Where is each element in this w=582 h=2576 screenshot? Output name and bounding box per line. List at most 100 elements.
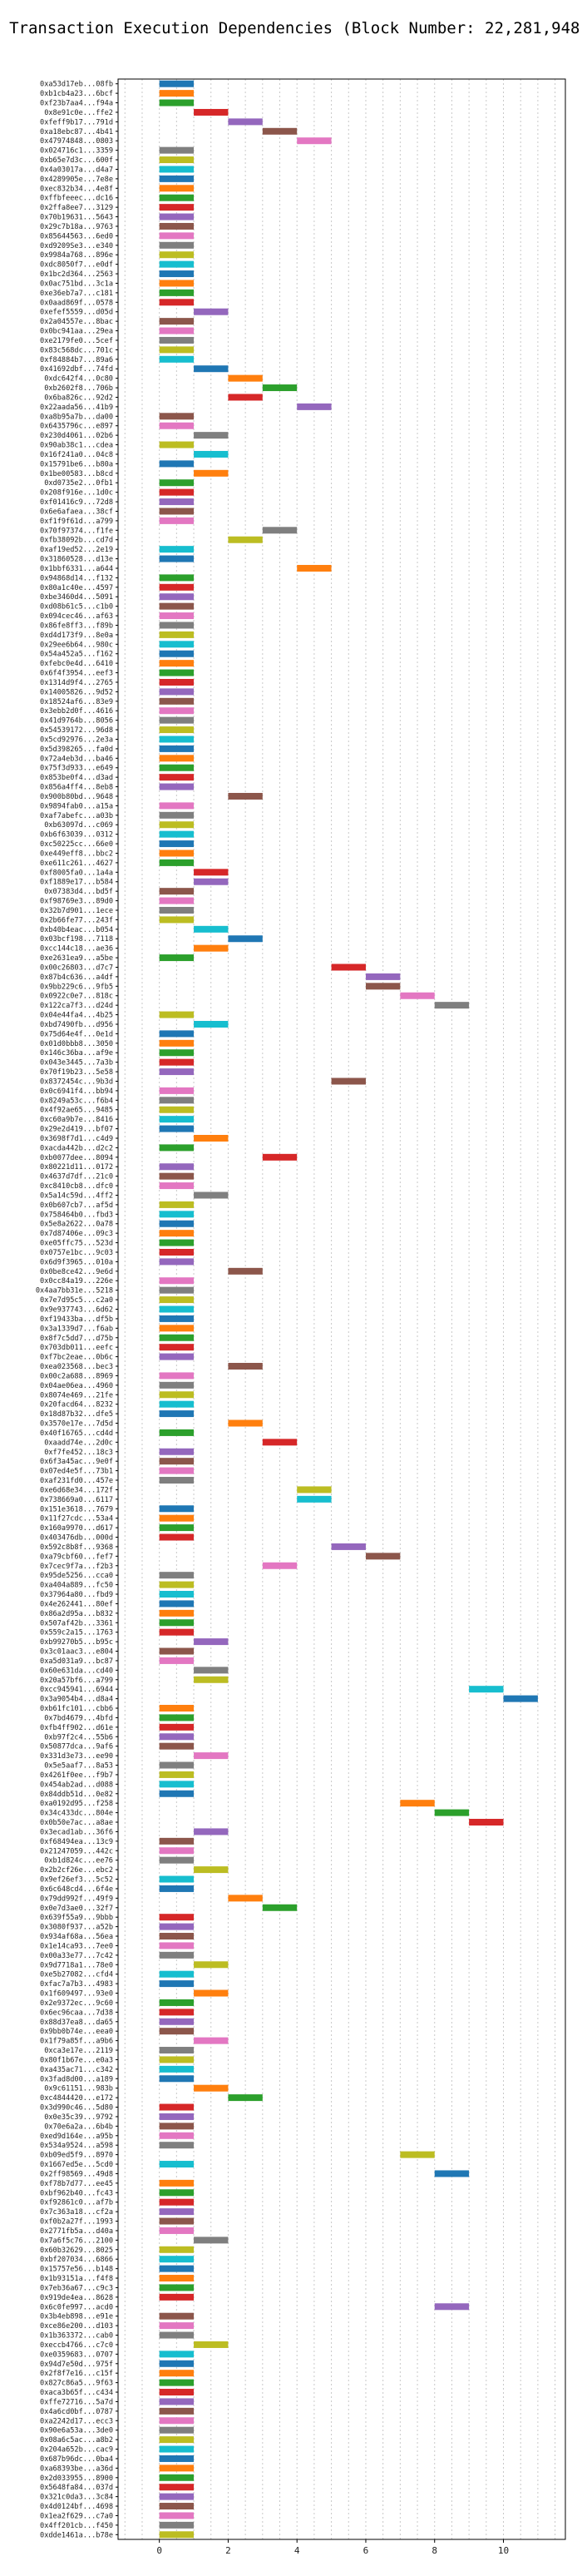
tx-label: 0x07383d4...bd5f (44, 888, 113, 896)
tx-bar (159, 260, 195, 268)
tx-label: 0x07ed4e5f...73b1 (40, 1468, 113, 1476)
tx-label: 0x5648fa84...037d (40, 2484, 113, 2492)
tx-bar (159, 1942, 195, 1949)
tx-label: 0xec832b34...4e8f (40, 185, 113, 193)
tx-bar (159, 1581, 195, 1588)
tx-bar (159, 2056, 195, 2063)
tx-bar (159, 1837, 195, 1845)
tx-bar (159, 1125, 195, 1132)
tx-label: 0x1bc2d364...2563 (40, 270, 113, 279)
tx-label: 0x5cd92976...2e3a (40, 736, 113, 744)
tx-bar (228, 374, 263, 382)
tx-bar (159, 1999, 195, 2006)
tx-bar (159, 555, 195, 562)
tx-bar (159, 859, 195, 866)
tx-bar (159, 289, 195, 296)
tx-label: 0x7bd4679...4bfd (44, 1714, 113, 1722)
tx-bar (159, 2436, 195, 2444)
tx-label: 0x687b96dc...0ba4 (40, 2455, 113, 2464)
tx-bar (194, 108, 229, 116)
tx-label: 0xaca3b65f...c434 (40, 2389, 113, 2397)
tx-label: 0x3c01aac3...e804 (40, 1648, 113, 1657)
tx-bar (159, 1856, 195, 1864)
tx-bar (159, 2009, 195, 2016)
tx-label: 0x8074e469...21fe (40, 1391, 113, 1399)
tx-bar (159, 2484, 195, 2491)
tx-label: 0x4261f0ee...f9b7 (40, 1771, 113, 1780)
tx-label: 0x856a4ff4...8eb8 (40, 784, 113, 792)
tx-label: 0x2f8f7e16...c15f (40, 2370, 113, 2378)
tx-label: 0x6ba826c...92d2 (44, 394, 113, 402)
tx-label: 0xaf7abefc...a03b (40, 812, 113, 820)
tx-label: 0x1b363372...cab0 (40, 2332, 113, 2341)
tx-label: 0xaf19ed52...2e19 (40, 546, 113, 554)
tx-label: 0xdde1461a...b78e (40, 2531, 113, 2539)
tx-bar (159, 175, 195, 182)
tx-bar (194, 469, 229, 477)
tx-label: 0x1314d9f4...2765 (40, 679, 113, 687)
tx-label: 0x024716c1...3359 (40, 147, 113, 156)
tx-bar (434, 2170, 470, 2177)
tx-label: 0xe05ffc75...523d (40, 1240, 113, 1248)
tx-bar (159, 2227, 195, 2234)
tx-label: 0x7d87406e...09c3 (40, 1230, 113, 1238)
tx-label: 0x507af42b...3361 (40, 1619, 113, 1627)
tx-bar (159, 441, 195, 448)
tx-bar (159, 1144, 195, 1152)
tx-label: 0xb99270b5...b95c (40, 1638, 113, 1647)
tx-bar (331, 964, 366, 971)
tx-bar (159, 213, 195, 220)
tx-label: 0x60e631da...cd40 (40, 1667, 113, 1675)
tx-bar (159, 1220, 195, 1227)
tx-label: 0xefef5559...d05d (40, 309, 113, 317)
tx-label: 0xbd7490fb...d956 (40, 1021, 113, 1029)
x-tick-label: 2 (225, 2545, 231, 2556)
tx-label: 0x9984a768...896e (40, 251, 113, 260)
tx-bar (159, 1647, 195, 1655)
tx-label: 0xe2179fe0...5cef (40, 337, 113, 345)
tx-bar (159, 241, 195, 249)
tx-label: 0x04ae06ea...4960 (40, 1382, 113, 1390)
tx-label: 0xa404a889...fc50 (40, 1582, 113, 1590)
tx-label: 0x5e5aaf7...8a53 (44, 1762, 113, 1771)
tx-bar (159, 251, 195, 259)
tx-label: 0xce86e200...d103 (40, 2322, 113, 2331)
tx-label: 0xb09ed5f9...8970 (40, 2152, 113, 2160)
tx-label: 0xf7bc2eae...0b6c (40, 1354, 113, 1362)
tx-label: 0x738669a0...6117 (40, 1496, 113, 1504)
tx-bar (159, 2312, 195, 2320)
tx-label: 0xffe72716...5a7d (40, 2398, 113, 2406)
tx-bar (262, 127, 298, 135)
tx-bar (159, 697, 195, 705)
tx-label: 0xa18ebc87...4b41 (40, 128, 113, 136)
tx-bar (159, 669, 195, 676)
tx-label: 0x122ca7f3...d24d (40, 1002, 113, 1010)
tx-bar (400, 2151, 435, 2158)
tx-bar (159, 1514, 195, 1522)
tx-bar (159, 2445, 195, 2453)
tx-bar (159, 1305, 195, 1313)
tx-bar (159, 1296, 195, 1304)
tx-label: 0xf98769e3...89d0 (40, 898, 113, 906)
tx-bar (159, 2018, 195, 2025)
tx-label: 0x1667ed5e...5cd0 (40, 2161, 113, 2169)
tx-bar (228, 935, 263, 943)
tx-bar (262, 1153, 298, 1161)
x-tick-label: 4 (294, 2545, 300, 2556)
tx-label: 0xf78b7d77...ee45 (40, 2180, 113, 2188)
tx-label: 0xbf962b40...fc43 (40, 2189, 113, 2197)
tx-bar (194, 1752, 229, 1760)
tx-label: 0x22aada56...41b9 (40, 404, 113, 412)
tx-bar (159, 811, 195, 819)
tx-bar (194, 1989, 229, 1997)
tx-bar (159, 2379, 195, 2386)
tx-bar (159, 716, 195, 724)
tx-bar (194, 1134, 229, 1142)
tx-bar (194, 2084, 229, 2092)
tx-bar (434, 1809, 470, 1816)
tx-bar (159, 1733, 195, 1741)
tx-label: 0xa2242d17...ecc3 (40, 2417, 113, 2425)
tx-label: 0x454ab2ad...d088 (40, 1781, 113, 1789)
plot-frame (117, 78, 566, 2540)
tx-label: 0xbe3460d4...5091 (40, 593, 113, 602)
